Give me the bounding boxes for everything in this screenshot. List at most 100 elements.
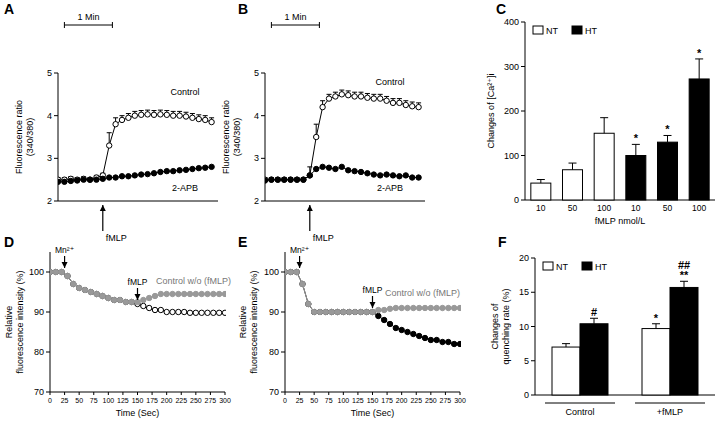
- point: [317, 309, 322, 314]
- error-cap: [314, 124, 319, 125]
- point: [384, 98, 389, 103]
- point: [196, 116, 201, 121]
- scale-bar-end: [319, 22, 320, 28]
- point: [113, 122, 118, 127]
- x-axis: [265, 201, 425, 202]
- x-tick-label: 25: [296, 397, 304, 404]
- x-tick-label: 275: [440, 397, 452, 404]
- point: [364, 309, 369, 314]
- y-axis-label: Changes of [Ca²⁺]i: [486, 74, 496, 149]
- error-cap: [120, 115, 125, 116]
- point: [152, 293, 157, 298]
- legend: NTHT: [543, 262, 607, 272]
- point: [151, 171, 156, 176]
- scale-bar-label: 1 Min: [77, 12, 99, 22]
- series-label: 2-APB: [377, 183, 403, 193]
- point: [82, 287, 87, 292]
- bar-texts: 1050100*10*50*100: [536, 47, 706, 213]
- point: [87, 177, 92, 182]
- point: [222, 291, 226, 296]
- legend-swatch: [543, 262, 553, 270]
- y-tick-label: 90: [269, 307, 279, 317]
- y-tick-label: 20: [519, 253, 529, 263]
- x-tick: [401, 392, 402, 395]
- point: [164, 291, 169, 296]
- point: [358, 94, 363, 99]
- error-stem: [566, 344, 567, 347]
- point: [323, 309, 328, 314]
- axes: 05101520Changes ofquenching rate (%)F: [490, 234, 715, 400]
- bar-texts: #Control*##**+fMLP: [545, 259, 705, 417]
- plot-area: [531, 59, 709, 200]
- point: [100, 293, 105, 298]
- y-tick: [531, 395, 535, 396]
- point: [446, 339, 451, 344]
- point: [405, 305, 410, 310]
- point: [126, 115, 131, 120]
- point: [141, 297, 146, 302]
- point: [196, 165, 201, 170]
- point: [107, 175, 112, 180]
- x-tick: [181, 392, 182, 395]
- x-tick-label: 200: [161, 397, 173, 404]
- annotation: Mn²⁺: [290, 245, 309, 268]
- legend-label: NT: [556, 262, 568, 272]
- y-tick-label: 0: [524, 390, 529, 400]
- point: [190, 115, 195, 120]
- point: [341, 309, 346, 314]
- y-tick: [46, 272, 50, 273]
- x-tick: [416, 392, 417, 395]
- y-tick-label: 4: [47, 111, 52, 121]
- point: [94, 177, 99, 182]
- x-tick-label: 50: [310, 397, 318, 404]
- group-bracket: [635, 403, 705, 404]
- x-tick: [79, 392, 80, 395]
- point: [307, 173, 312, 178]
- error-stem: [699, 59, 700, 79]
- error-stem: [604, 118, 605, 134]
- point: [76, 285, 81, 290]
- x-tick: [299, 392, 300, 395]
- bar: [642, 329, 670, 395]
- point: [203, 165, 208, 170]
- scale-bar-label: 1 Min: [284, 12, 306, 22]
- point: [193, 291, 198, 296]
- arrow-head: [100, 205, 106, 211]
- panel-label: F: [498, 234, 507, 250]
- significance: *: [654, 312, 659, 324]
- point: [129, 299, 134, 304]
- annotation-text: Mn²⁺: [55, 245, 74, 255]
- point: [416, 104, 421, 109]
- error-cap: [346, 90, 351, 91]
- error-cap: [171, 111, 176, 112]
- error-bar: [562, 344, 570, 347]
- axes: 2345Fluorescence ratio(340/380)A: [4, 1, 218, 206]
- annotation: fMLP: [100, 205, 127, 243]
- point: [181, 309, 186, 314]
- point: [403, 102, 408, 107]
- panel-label: A: [4, 1, 14, 17]
- point: [306, 301, 311, 306]
- annotation-text: fMLP: [106, 233, 127, 243]
- panel-label: D: [4, 234, 14, 250]
- point: [71, 281, 76, 286]
- point: [300, 281, 305, 286]
- error-cap: [410, 102, 415, 103]
- error-cap: [164, 110, 169, 111]
- point: [107, 143, 112, 148]
- y-tick: [281, 312, 285, 313]
- scale-bar-line: [271, 25, 319, 26]
- point: [326, 165, 331, 170]
- y-tick: [261, 73, 265, 74]
- legend: NTHT: [533, 26, 597, 36]
- point: [346, 309, 351, 314]
- arrow-head: [135, 294, 141, 300]
- x-tick: [166, 392, 167, 395]
- x-tick: [445, 392, 446, 395]
- error-cap: [158, 110, 163, 111]
- point: [410, 104, 415, 109]
- bar: [552, 347, 580, 395]
- error-cap: [371, 94, 376, 95]
- x-tick: [460, 392, 461, 395]
- x-tick: [108, 392, 109, 395]
